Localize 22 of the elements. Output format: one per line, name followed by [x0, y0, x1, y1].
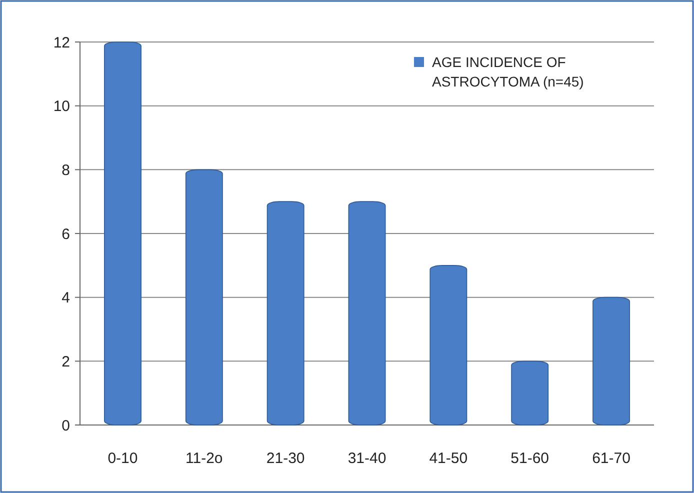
bar — [104, 42, 142, 426]
y-tick-label: 6 — [62, 226, 70, 243]
x-tick-label: 0-10 — [108, 450, 138, 467]
y-tick-label: 12 — [53, 34, 70, 52]
y-tick-label: 4 — [62, 290, 70, 307]
x-tick-label: 41-50 — [429, 450, 468, 467]
x-tick-label: 21-30 — [266, 450, 305, 467]
bar — [266, 201, 304, 426]
bar — [430, 265, 468, 426]
y-tick-label: 10 — [53, 98, 70, 116]
y-tick-label: 0 — [62, 417, 70, 434]
bar — [348, 201, 386, 426]
bar — [592, 296, 630, 426]
x-tick-label: 31-40 — [348, 450, 386, 467]
bar — [511, 360, 549, 426]
x-tick-label: 61-70 — [592, 450, 630, 467]
y-tick-label: 8 — [62, 162, 70, 179]
x-tick-label: 51-60 — [510, 450, 550, 467]
x-tick-label: 11-2o — [186, 450, 223, 467]
y-tick-label: 2 — [62, 353, 70, 370]
bar — [185, 169, 223, 426]
legend-label: AGE INCIDENCE OF ASTROCYTOMA (n=45) — [432, 54, 584, 90]
